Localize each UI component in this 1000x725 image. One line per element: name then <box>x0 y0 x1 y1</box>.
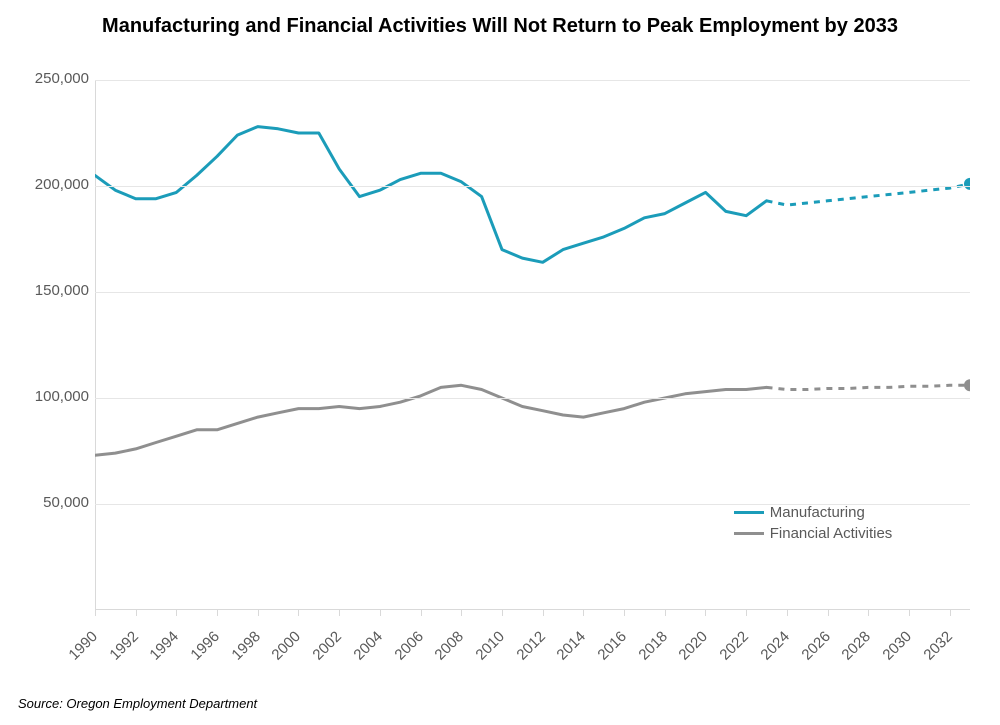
x-tickmark <box>339 610 340 616</box>
x-tick-label: 1994 <box>147 628 183 664</box>
x-tick-label: 2010 <box>472 628 508 664</box>
plot-area: Manufacturing Financial Activities <box>95 80 970 610</box>
x-tickmark <box>624 610 625 616</box>
x-tickmark <box>176 610 177 616</box>
x-tick-label: 2026 <box>798 628 834 664</box>
x-tick-label: 2032 <box>920 628 956 664</box>
x-tick-label: 2008 <box>432 628 468 664</box>
y-tick-label: 50,000 <box>43 494 89 511</box>
x-tick-label: 2024 <box>757 628 793 664</box>
x-tick-label: 1996 <box>187 628 223 664</box>
x-tickmark <box>828 610 829 616</box>
source-text: Source: Oregon Employment Department <box>18 696 257 711</box>
x-tickmark <box>909 610 910 616</box>
x-tick-label: 2012 <box>513 628 549 664</box>
x-tickmark <box>583 610 584 616</box>
x-tick-label: 1990 <box>65 628 101 664</box>
x-tickmark <box>421 610 422 616</box>
x-tickmark <box>298 610 299 616</box>
y-tick-label: 200,000 <box>35 176 89 193</box>
gridline <box>95 186 970 187</box>
x-tickmark <box>461 610 462 616</box>
chart-container: Manufacturing and Financial Activities W… <box>0 0 1000 725</box>
gridline <box>95 504 970 505</box>
x-tick-label: 2014 <box>554 628 590 664</box>
x-tickmark <box>217 610 218 616</box>
x-tickmark <box>950 610 951 616</box>
legend-swatch <box>734 511 764 514</box>
gridline <box>95 398 970 399</box>
chart-title: Manufacturing and Financial Activities W… <box>0 14 1000 39</box>
x-tickmark <box>380 610 381 616</box>
legend: Manufacturing Financial Activities <box>734 504 893 546</box>
series-line-financial-activities <box>95 385 767 455</box>
x-tickmark <box>868 610 869 616</box>
x-tickmark <box>787 610 788 616</box>
x-tick-label: 2000 <box>269 628 305 664</box>
gridline <box>95 292 970 293</box>
x-tick-label: 2018 <box>635 628 671 664</box>
series-forecast-manufacturing <box>767 184 971 205</box>
series-end-marker-manufacturing <box>964 178 970 190</box>
legend-swatch <box>734 532 764 535</box>
x-tickmark <box>258 610 259 616</box>
legend-item: Financial Activities <box>734 525 893 542</box>
series-forecast-financial-activities <box>767 385 971 389</box>
y-tick-label: 250,000 <box>35 70 89 87</box>
x-tick-label: 2020 <box>676 628 712 664</box>
x-tick-label: 2016 <box>594 628 630 664</box>
x-tickmark <box>746 610 747 616</box>
x-tick-label: 2028 <box>839 628 875 664</box>
x-tick-label: 2006 <box>391 628 427 664</box>
gridline <box>95 80 970 81</box>
x-tick-label: 2030 <box>879 628 915 664</box>
x-tick-label: 2002 <box>310 628 346 664</box>
x-tickmark <box>665 610 666 616</box>
x-tickmark <box>502 610 503 616</box>
legend-label: Financial Activities <box>770 525 893 542</box>
x-tickmark <box>705 610 706 616</box>
x-tick-label: 2022 <box>717 628 753 664</box>
x-tickmark <box>543 610 544 616</box>
x-tickmark <box>136 610 137 616</box>
x-tick-label: 1992 <box>106 628 142 664</box>
y-tick-label: 100,000 <box>35 388 89 405</box>
series-line-manufacturing <box>95 127 767 263</box>
x-tickmark <box>95 610 96 616</box>
series-end-marker-financial-activities <box>964 379 970 391</box>
x-tick-label: 1998 <box>228 628 264 664</box>
y-tick-label: 150,000 <box>35 282 89 299</box>
x-tick-label: 2004 <box>350 628 386 664</box>
legend-item: Manufacturing <box>734 504 893 521</box>
legend-label: Manufacturing <box>770 504 865 521</box>
